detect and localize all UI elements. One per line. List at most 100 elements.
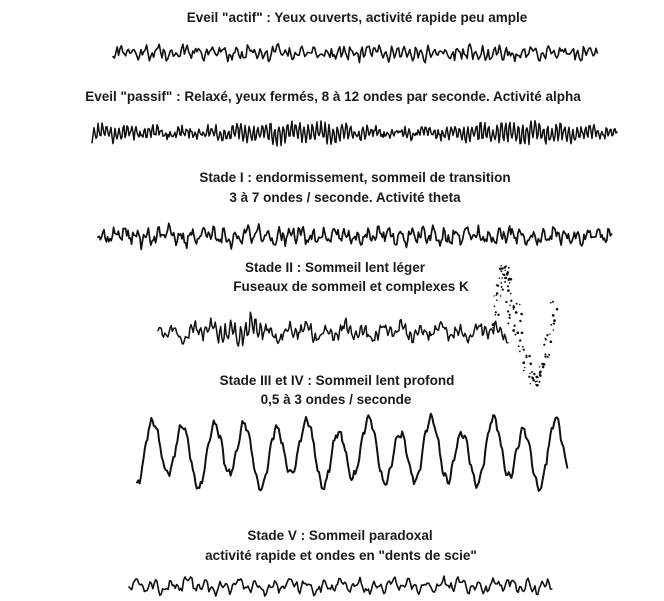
k-complex-dot bbox=[507, 289, 510, 292]
k-complex-dot bbox=[539, 370, 542, 373]
k-complex-dot bbox=[544, 355, 547, 358]
k-complex-dot bbox=[528, 354, 531, 358]
stage-3-4-eeg-trace bbox=[136, 412, 569, 492]
stage-3-4-caption-line-1: Stade III et IV : Sommeil lent profond bbox=[220, 373, 455, 388]
k-complex-dot bbox=[514, 333, 517, 336]
stage-eveil-actif-caption-line-1: Eveil "actif" : Yeux ouverts, activité r… bbox=[187, 10, 528, 25]
k-complex-dot bbox=[525, 354, 528, 357]
k-complex-dot bbox=[531, 371, 533, 373]
k-complex-dot bbox=[500, 282, 503, 284]
k-complex-dot bbox=[512, 305, 516, 309]
k-complex-dot bbox=[518, 350, 521, 353]
k-complex-dot bbox=[514, 311, 518, 314]
k-complex-dot bbox=[515, 302, 518, 305]
k-complex-dot bbox=[507, 279, 510, 282]
k-complex-dot bbox=[552, 329, 555, 331]
k-complex-dot bbox=[500, 264, 503, 267]
k-complex-dot bbox=[551, 314, 555, 317]
k-complex-dot bbox=[505, 300, 508, 304]
k-complex-dot bbox=[492, 323, 495, 326]
k-complex-dot bbox=[506, 310, 510, 313]
k-complex-dot bbox=[518, 339, 522, 342]
stage-3-4-caption-line-2: 0,5 à 3 ondes / seconde bbox=[261, 392, 412, 407]
stage-1: Stade I : endormissement, sommeil de tra… bbox=[97, 170, 613, 251]
k-complex-dot bbox=[550, 301, 552, 304]
k-complex-dot bbox=[537, 376, 539, 379]
k-complex-dot bbox=[522, 361, 526, 365]
k-complex-dot bbox=[506, 271, 510, 274]
k-complex-dot bbox=[549, 333, 551, 335]
stage-2-caption-line-2: Fuseaux de sommeil et complexes K bbox=[233, 279, 469, 294]
k-complex-dot bbox=[508, 281, 511, 284]
stage-2: Stade II : Sommeil lent léger Fuseaux de… bbox=[157, 260, 559, 387]
k-complex-dot bbox=[509, 292, 512, 295]
k-complex-dot bbox=[522, 348, 525, 351]
k-complex-dot bbox=[506, 285, 509, 288]
k-complex-dot bbox=[546, 334, 549, 337]
k-complex-dot bbox=[501, 267, 504, 270]
stage-2-caption-line-1: Stade II : Sommeil lent léger bbox=[245, 260, 426, 275]
k-complex-dot bbox=[517, 332, 520, 335]
k-complex-dot bbox=[520, 312, 523, 316]
stage-1-caption-line-1: Stade I : endormissement, sommeil de tra… bbox=[199, 170, 510, 185]
k-complex-dot bbox=[492, 326, 495, 329]
stage-5-eeg-trace bbox=[128, 575, 553, 597]
k-complex-dot bbox=[541, 365, 545, 369]
k-complex-dot bbox=[525, 356, 528, 359]
stage-1-caption-line-2: 3 à 7 ondes / seconde. Activité theta bbox=[229, 190, 461, 205]
k-complex-dot bbox=[536, 380, 538, 382]
k-complex-dot bbox=[500, 270, 503, 273]
k-complex-dot bbox=[507, 266, 510, 269]
k-complex-dot bbox=[509, 277, 513, 281]
k-complex-dot bbox=[533, 372, 536, 376]
k-complex-dot bbox=[519, 319, 522, 323]
k-complex-dot bbox=[493, 305, 496, 308]
k-complex-dot bbox=[529, 362, 533, 366]
k-complex-dot bbox=[512, 308, 515, 310]
stage-eveil-passif-caption-line-1: Eveil "passif" : Relaxé, yeux fermés, 8 … bbox=[85, 89, 581, 104]
k-complex-dot bbox=[499, 267, 502, 271]
k-complex-dot bbox=[501, 288, 504, 291]
k-complex-dot bbox=[521, 345, 524, 348]
k-complex-dot bbox=[507, 322, 510, 325]
k-complex-dot bbox=[504, 280, 507, 283]
k-complex-dot bbox=[517, 345, 520, 348]
k-complex-dot bbox=[538, 366, 541, 368]
k-complex-dot bbox=[522, 369, 525, 372]
k-complex-dot bbox=[555, 307, 559, 311]
stage-eveil-actif-eeg-trace bbox=[112, 42, 599, 64]
k-complex-dot bbox=[508, 313, 511, 316]
stage-3-4: Stade III et IV : Sommeil lent profond 0… bbox=[136, 373, 569, 492]
k-complex-dot bbox=[532, 378, 535, 382]
stage-5-caption-line-1: Stade V : Sommeil paradoxal bbox=[247, 528, 432, 543]
k-complex-dot bbox=[494, 313, 497, 316]
k-complex-dot bbox=[495, 292, 499, 295]
stage-2-k-complex-dots bbox=[491, 264, 559, 387]
k-complex-dot bbox=[497, 313, 500, 316]
k-complex-dot bbox=[496, 284, 500, 287]
k-complex-dot bbox=[504, 269, 506, 272]
k-complex-dot bbox=[544, 337, 547, 340]
k-complex-dot bbox=[544, 353, 547, 356]
k-complex-dot bbox=[549, 340, 553, 344]
k-complex-dot bbox=[528, 375, 531, 378]
k-complex-dot bbox=[501, 277, 503, 279]
stage-eveil-passif: Eveil "passif" : Relaxé, yeux fermés, 8 … bbox=[85, 89, 618, 147]
stage-eveil-actif: Eveil "actif" : Yeux ouverts, activité r… bbox=[112, 10, 599, 64]
k-complex-dot bbox=[543, 343, 546, 346]
stage-1-eeg-trace bbox=[97, 222, 613, 251]
k-complex-dot bbox=[496, 299, 498, 301]
k-complex-dot bbox=[535, 383, 539, 387]
k-complex-dot bbox=[503, 266, 507, 269]
k-complex-dot bbox=[550, 323, 553, 326]
k-complex-dot bbox=[509, 304, 511, 307]
k-complex-dot bbox=[529, 382, 532, 385]
stage-5: Stade V : Sommeil paradoxal activité rap… bbox=[128, 528, 553, 597]
k-complex-dot bbox=[542, 363, 546, 366]
k-complex-dot bbox=[551, 300, 555, 303]
k-complex-dot bbox=[498, 277, 501, 279]
k-complex-dot bbox=[499, 295, 502, 297]
k-complex-dot bbox=[508, 316, 511, 319]
k-complex-dot bbox=[538, 372, 541, 375]
